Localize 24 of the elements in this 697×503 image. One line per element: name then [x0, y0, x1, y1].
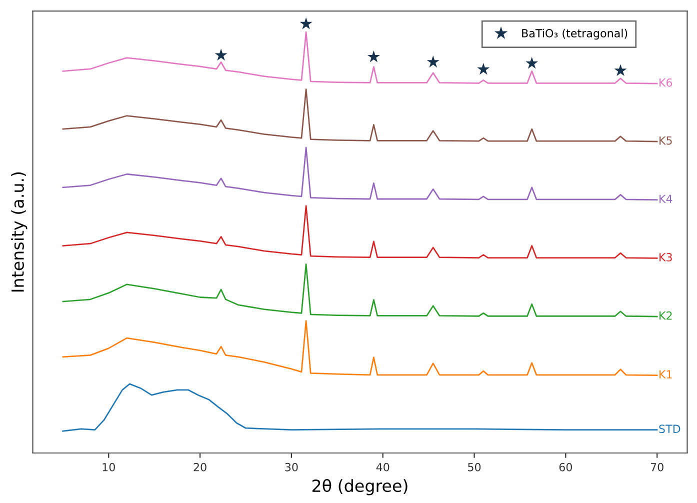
- series-label: K6: [660, 78, 672, 87]
- point: [426, 56, 440, 68]
- x-tick-label: 20: [194, 462, 206, 472]
- legend-label: BaTiO₃ (tetragonal): [522, 28, 628, 40]
- series-label: K4: [660, 194, 672, 203]
- series-label: K5: [660, 136, 672, 145]
- x-tick-label: 70: [650, 462, 664, 472]
- y-axis-title: Intensity (a.u.): [11, 172, 28, 292]
- series-label: STD: [659, 424, 680, 434]
- series-label: K3: [660, 253, 672, 262]
- point: [214, 48, 228, 61]
- point: [300, 17, 312, 30]
- point: [367, 50, 380, 62]
- point: [477, 62, 490, 75]
- x-tick-label: 10: [102, 462, 115, 472]
- point: [614, 64, 627, 76]
- x-tick-label: 40: [376, 462, 390, 472]
- point: [526, 56, 538, 69]
- x-tick-label: 30: [285, 462, 298, 472]
- series-label: K1: [660, 370, 672, 378]
- series-label: K2: [660, 311, 672, 320]
- x-tick-label: 50: [468, 462, 481, 472]
- x-tick-label: 60: [559, 462, 572, 472]
- x-axis-title: 2θ (degree): [312, 479, 408, 496]
